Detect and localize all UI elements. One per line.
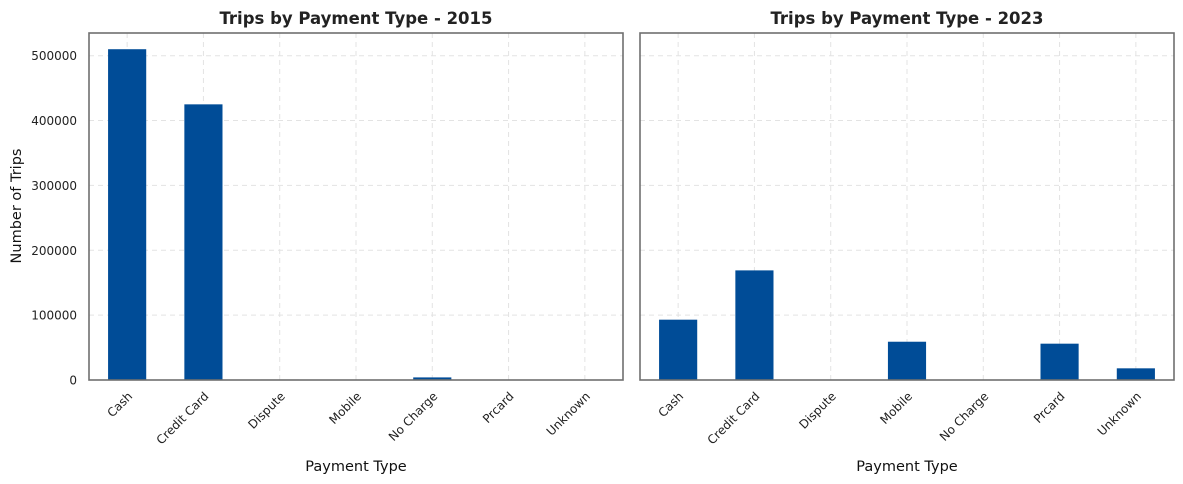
x-tick-label: Credit Card (154, 389, 212, 447)
plot-frame (639, 32, 1175, 381)
x-axis-label: Payment Type (305, 459, 406, 475)
panel-2015: Trips by Payment Type - 2015 0 100000 2000… (9, 9, 624, 475)
y-tick-label: 300000 (31, 179, 77, 193)
x-tick-label: Cash (655, 389, 686, 420)
y-axis-label: Number of Trips (9, 149, 25, 264)
bar (735, 270, 774, 380)
panel-2023: Trips by Payment Type - 2023 Cash Credit … (639, 9, 1175, 475)
x-tick-label: Unknown (544, 389, 593, 438)
x-axis-label: Payment Type (856, 459, 957, 475)
x-tick-label: No Charge (937, 389, 992, 444)
bar (1040, 343, 1079, 380)
bar (659, 319, 698, 380)
y-tick-label: 200000 (31, 244, 77, 258)
y-tick-label: 500000 (31, 49, 77, 63)
x-tick-label: Cash (104, 389, 135, 420)
y-tick-label: 0 (69, 374, 77, 388)
bar (108, 49, 147, 380)
x-tick-label: Dispute (796, 389, 839, 432)
grid (89, 33, 623, 381)
bar (1116, 368, 1155, 380)
x-tick-label: Credit Card (705, 389, 763, 447)
y-tick-label: 100000 (31, 309, 77, 323)
x-tick-label: Mobile (877, 389, 915, 427)
bars (659, 270, 1155, 380)
x-tick-label: Mobile (326, 389, 364, 427)
grid (640, 33, 1174, 381)
x-tick-label: Unknown (1095, 389, 1144, 438)
x-tick-label: No Charge (386, 389, 441, 444)
bars (108, 49, 452, 380)
bar (184, 104, 223, 380)
y-tick-label: 400000 (31, 114, 77, 128)
x-tick-label: Prcard (480, 389, 517, 426)
x-tick-label: Dispute (245, 389, 288, 432)
plot-frame (88, 32, 624, 381)
panel-title: Trips by Payment Type - 2015 (219, 9, 492, 28)
x-tick-label: Prcard (1031, 389, 1068, 426)
x-ticks: Cash Credit Card Dispute Mobile No Charge Prc… (655, 389, 1144, 447)
x-ticks: Cash Credit Card Dispute Mobile No Charge Prc… (104, 389, 593, 447)
bar (413, 377, 452, 380)
bar (887, 341, 927, 380)
y-ticks: 0 100000 200000 300000 400000 500000 (31, 49, 77, 387)
panel-title: Trips by Payment Type - 2023 (770, 9, 1043, 28)
